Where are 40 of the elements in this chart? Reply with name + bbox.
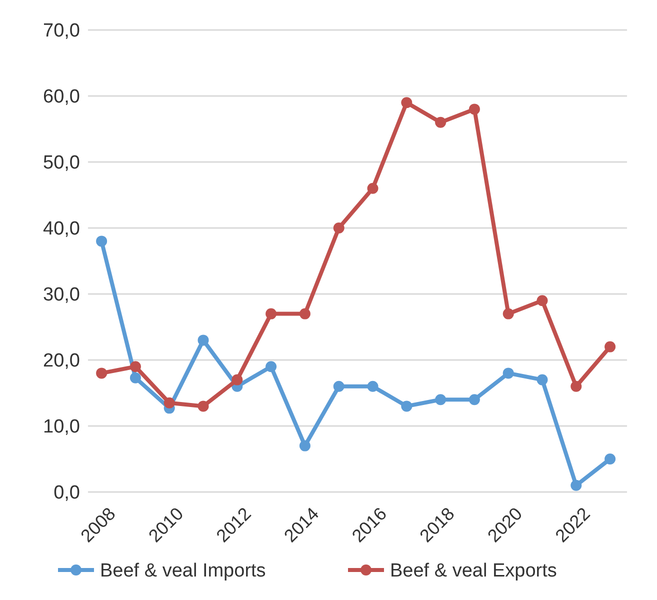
point bbox=[435, 116, 446, 128]
point bbox=[468, 104, 480, 115]
point bbox=[570, 380, 582, 392]
point bbox=[401, 97, 412, 108]
point bbox=[367, 182, 378, 194]
point bbox=[198, 400, 209, 412]
point bbox=[401, 400, 412, 412]
point bbox=[435, 394, 446, 406]
point bbox=[232, 374, 243, 386]
point bbox=[604, 341, 616, 352]
legend-label: Beef & veal Exports bbox=[390, 560, 557, 582]
point bbox=[130, 372, 141, 384]
y-tick-label: 70,0 bbox=[43, 20, 80, 42]
legend-label: Beef & veal Imports bbox=[100, 560, 266, 582]
point bbox=[604, 454, 616, 464]
point bbox=[367, 380, 378, 392]
point bbox=[299, 440, 310, 452]
point bbox=[96, 236, 108, 247]
y-tick-label: 30,0 bbox=[43, 284, 80, 306]
point bbox=[536, 374, 548, 386]
y-tick-label: 20,0 bbox=[43, 350, 80, 372]
y-tick-label: 40,0 bbox=[43, 218, 80, 240]
y-tick-label: 50,0 bbox=[43, 152, 80, 174]
point bbox=[198, 334, 209, 346]
point bbox=[96, 368, 108, 379]
y-tick-label: 60,0 bbox=[43, 86, 80, 108]
y-tick-label: 10,0 bbox=[43, 416, 80, 438]
point bbox=[130, 361, 141, 372]
point bbox=[164, 397, 175, 408]
point bbox=[570, 480, 582, 491]
point bbox=[502, 368, 514, 379]
point bbox=[333, 380, 344, 392]
point bbox=[502, 308, 514, 320]
point bbox=[468, 394, 480, 406]
point bbox=[266, 361, 277, 372]
point bbox=[266, 308, 277, 320]
point bbox=[299, 308, 310, 320]
y-tick-label: 0,0 bbox=[54, 482, 80, 504]
point bbox=[333, 222, 344, 234]
point bbox=[536, 295, 548, 306]
